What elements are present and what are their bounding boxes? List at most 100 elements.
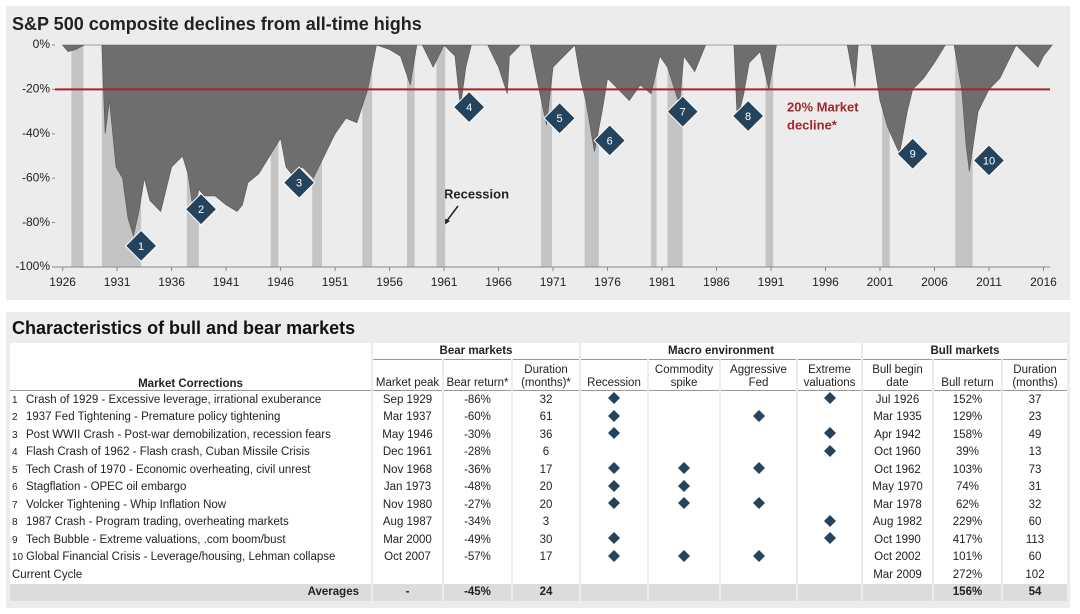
table-cell: 3	[512, 513, 581, 531]
table-cell	[797, 478, 863, 496]
row-number: 1	[12, 394, 18, 406]
table-cell	[720, 513, 798, 531]
marker-diamond	[184, 193, 218, 226]
header-cell: Market Corrections	[10, 343, 373, 391]
table-cell: Nov 1968	[372, 461, 444, 479]
x-tick-label: 1926	[49, 275, 76, 289]
row-name: 1 Crash of 1929 - Excessive leverage, irr…	[10, 390, 373, 409]
table-cell: 60	[1002, 513, 1069, 531]
row-label: Crash of 1929 - Excessive leverage, irra…	[26, 393, 322, 406]
flag-icon	[823, 427, 836, 440]
table-cell: 152%	[933, 390, 1003, 409]
table-cell: -27%	[443, 496, 513, 514]
table-cell	[648, 566, 721, 584]
row-number: 6	[12, 482, 18, 494]
flag-icon	[608, 392, 620, 405]
row-number: 3	[12, 429, 18, 441]
x-tick-label: 2006	[921, 275, 948, 289]
table-row: 10 Global Financial Crisis - Leverage/hou…	[10, 548, 1069, 566]
header-cell: Duration (months)	[1002, 359, 1069, 391]
flag-diamond	[823, 444, 836, 457]
table-cell: 156%	[933, 583, 1003, 601]
table-cell: 417%	[933, 531, 1003, 549]
row-label: 1937 Fed Tightening - Premature policy t…	[26, 411, 281, 424]
flag-icon	[823, 532, 836, 545]
x-tick-label: 1961	[431, 275, 458, 289]
flag-diamond	[608, 462, 620, 475]
x-tick-label: 1931	[104, 275, 131, 289]
table-cell: 101%	[933, 548, 1003, 566]
flag-diamond	[823, 514, 836, 527]
row-name: 9 Tech Bubble - Extreme valuations, .com …	[10, 531, 373, 549]
table-cell	[720, 496, 798, 514]
recession-band	[882, 45, 890, 267]
table-cell: 17	[512, 548, 581, 566]
y-tick-label: -20%	[22, 82, 50, 96]
table-cell	[648, 583, 721, 601]
recession-band	[407, 45, 415, 267]
row-number: 10	[12, 552, 24, 564]
flag-diamond	[752, 549, 765, 562]
table-cell: Oct 2002	[862, 548, 934, 566]
table-cell: 49	[1002, 426, 1069, 444]
flag-icon	[608, 549, 620, 562]
marker-diamond	[124, 229, 158, 263]
table-row: 9 Tech Bubble - Extreme valuations, .com …	[10, 531, 1069, 549]
flag-diamond	[752, 409, 765, 422]
table-cell	[580, 390, 649, 409]
table-cell	[648, 478, 721, 496]
row-number: 5	[12, 464, 18, 476]
table-cell: 103%	[933, 461, 1003, 479]
flag-icon	[823, 392, 836, 405]
chart-title: S&P 500 composite declines from all-time…	[12, 14, 422, 34]
marker-diamond	[896, 137, 929, 171]
x-tick-label: 2016	[1030, 275, 1057, 289]
marker-diamond	[972, 144, 1006, 177]
row-label: Tech Crash of 1970 - Economic overheatin…	[26, 463, 311, 476]
y-tick-label: -60%	[22, 170, 50, 184]
table-cell	[797, 583, 863, 601]
table-row: 8 1987 Crash - Program trading, overheati…	[10, 513, 1069, 531]
table-cell: Oct 1960	[862, 443, 934, 461]
row-name: 7 Volcker Tightening - Whip Inflation Now	[10, 496, 373, 514]
table-cell	[648, 408, 721, 426]
x-tick-label: 1996	[812, 275, 839, 289]
flag-icon	[752, 409, 765, 422]
flag-icon	[608, 462, 620, 475]
table-cell: Oct 2007	[372, 548, 444, 566]
table-cell	[580, 496, 649, 514]
flag-diamond	[608, 497, 620, 510]
recession-band	[362, 45, 373, 267]
recession-label: Recession	[444, 186, 509, 201]
table-cell: -	[372, 583, 444, 601]
table-cell	[580, 531, 649, 549]
table-cell	[797, 390, 863, 409]
flag-icon	[752, 549, 765, 562]
table-cell: Mar 2000	[372, 531, 444, 549]
table: Market Corrections Bear markets Macro envi…	[10, 343, 1069, 601]
table-cell	[648, 426, 721, 444]
x-tick-label: 1966	[485, 275, 512, 289]
row-name: 8 1987 Crash - Program trading, overheati…	[10, 513, 373, 531]
header-cell: Commodity spike	[648, 359, 721, 391]
row-name: 2 1937 Fed Tightening - Premature policy …	[10, 408, 373, 426]
flag-diamond	[608, 392, 620, 405]
flag-diamond	[823, 392, 836, 405]
flag-diamond	[608, 427, 620, 440]
flag-diamond	[608, 549, 620, 562]
group-header: Bull markets	[862, 343, 1069, 360]
flag-icon	[752, 497, 765, 510]
flag-diamond	[608, 409, 620, 422]
table-cell	[372, 566, 444, 584]
marker-label: 7	[680, 107, 686, 119]
table-cell: Sep 1929	[372, 390, 444, 409]
table-cell: 129%	[933, 408, 1003, 426]
table-cell: Mar 1978	[862, 496, 934, 514]
flag-diamond	[678, 549, 690, 562]
row-name: Averages	[10, 583, 373, 601]
marker-diamond	[731, 99, 765, 133]
table-cell: Apr 1942	[862, 426, 934, 444]
flag-icon	[608, 497, 620, 510]
table-cell: 24	[512, 583, 581, 601]
table-cell: Nov 1980	[372, 496, 444, 514]
